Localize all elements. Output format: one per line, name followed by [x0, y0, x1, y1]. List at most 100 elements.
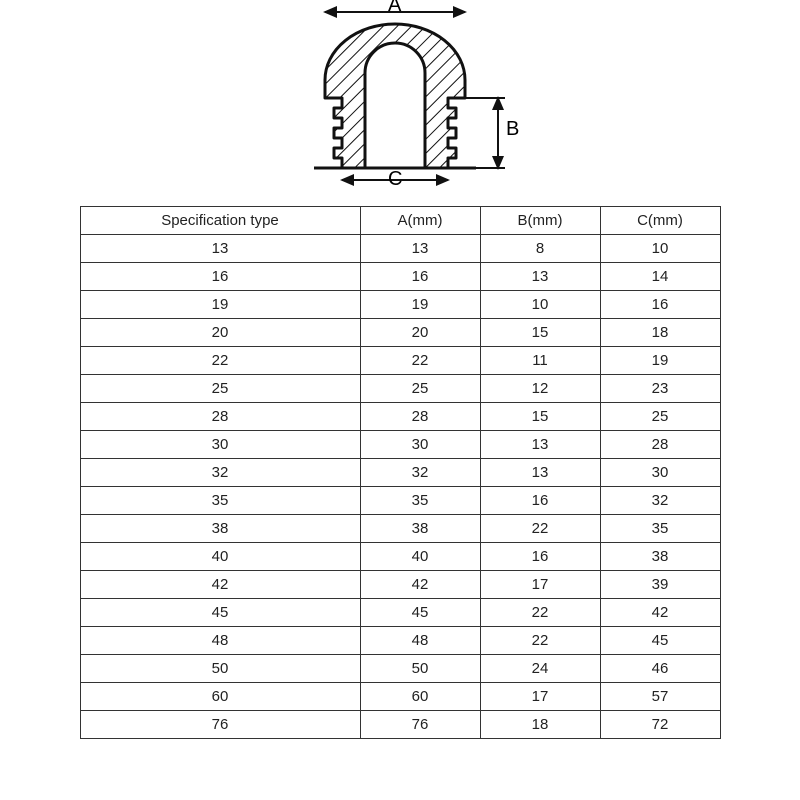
cell-spec: 38: [80, 515, 360, 543]
dim-label-c: C: [388, 168, 402, 191]
spec-table-wrap: Specification type A(mm) B(mm) C(mm) 131…: [80, 206, 721, 739]
cell-c: 45: [600, 627, 720, 655]
table-row: 28281525: [80, 403, 720, 431]
table-row: 35351632: [80, 487, 720, 515]
cell-b: 22: [480, 515, 600, 543]
cell-c: 30: [600, 459, 720, 487]
col-header-c: C(mm): [600, 207, 720, 235]
cell-spec: 30: [80, 431, 360, 459]
table-row: 60601757: [80, 683, 720, 711]
cell-b: 10: [480, 291, 600, 319]
dim-label-b: B: [506, 118, 519, 141]
cell-a: 22: [360, 347, 480, 375]
cell-c: 10: [600, 235, 720, 263]
table-row: 38382235: [80, 515, 720, 543]
cell-spec: 35: [80, 487, 360, 515]
cell-a: 32: [360, 459, 480, 487]
cell-b: 16: [480, 543, 600, 571]
cell-c: 28: [600, 431, 720, 459]
cell-spec: 19: [80, 291, 360, 319]
cell-spec: 50: [80, 655, 360, 683]
cell-b: 15: [480, 403, 600, 431]
cell-spec: 16: [80, 263, 360, 291]
cell-spec: 25: [80, 375, 360, 403]
cell-b: 17: [480, 683, 600, 711]
table-row: 20201518: [80, 319, 720, 347]
cell-b: 11: [480, 347, 600, 375]
cell-a: 76: [360, 711, 480, 739]
table-row: 50502446: [80, 655, 720, 683]
table-row: 19191016: [80, 291, 720, 319]
table-row: 32321330: [80, 459, 720, 487]
table-row: 1313810: [80, 235, 720, 263]
cell-b: 13: [480, 431, 600, 459]
col-header-spec: Specification type: [80, 207, 360, 235]
cell-a: 60: [360, 683, 480, 711]
cell-c: 42: [600, 599, 720, 627]
cell-b: 8: [480, 235, 600, 263]
cell-c: 39: [600, 571, 720, 599]
cell-b: 22: [480, 627, 600, 655]
cell-a: 42: [360, 571, 480, 599]
cell-c: 46: [600, 655, 720, 683]
cell-c: 72: [600, 711, 720, 739]
cell-b: 15: [480, 319, 600, 347]
cell-spec: 60: [80, 683, 360, 711]
cell-a: 16: [360, 263, 480, 291]
cell-b: 13: [480, 263, 600, 291]
cell-a: 40: [360, 543, 480, 571]
cell-a: 50: [360, 655, 480, 683]
cell-a: 35: [360, 487, 480, 515]
table-row: 22221119: [80, 347, 720, 375]
cell-c: 25: [600, 403, 720, 431]
cell-a: 25: [360, 375, 480, 403]
table-header-row: Specification type A(mm) B(mm) C(mm): [80, 207, 720, 235]
cell-b: 22: [480, 599, 600, 627]
cell-b: 24: [480, 655, 600, 683]
cell-c: 38: [600, 543, 720, 571]
cell-c: 14: [600, 263, 720, 291]
cell-b: 17: [480, 571, 600, 599]
cell-b: 12: [480, 375, 600, 403]
cell-a: 45: [360, 599, 480, 627]
cell-b: 13: [480, 459, 600, 487]
cell-a: 20: [360, 319, 480, 347]
table-row: 16161314: [80, 263, 720, 291]
cell-a: 28: [360, 403, 480, 431]
cell-spec: 13: [80, 235, 360, 263]
cell-a: 30: [360, 431, 480, 459]
table-row: 76761872: [80, 711, 720, 739]
cell-a: 13: [360, 235, 480, 263]
cell-c: 18: [600, 319, 720, 347]
table-row: 40401638: [80, 543, 720, 571]
cell-spec: 76: [80, 711, 360, 739]
cell-spec: 20: [80, 319, 360, 347]
page: A B C Specification type A(mm) B(mm) C(m…: [0, 0, 800, 800]
cell-a: 19: [360, 291, 480, 319]
cell-c: 32: [600, 487, 720, 515]
cell-c: 57: [600, 683, 720, 711]
spec-table: Specification type A(mm) B(mm) C(mm) 131…: [80, 206, 721, 739]
cell-b: 16: [480, 487, 600, 515]
cell-c: 16: [600, 291, 720, 319]
cell-a: 38: [360, 515, 480, 543]
dimension-diagram: A B C: [260, 0, 540, 190]
table-row: 30301328: [80, 431, 720, 459]
dim-label-a: A: [388, 0, 401, 17]
cell-c: 23: [600, 375, 720, 403]
col-header-a: A(mm): [360, 207, 480, 235]
cell-spec: 28: [80, 403, 360, 431]
cell-spec: 22: [80, 347, 360, 375]
cell-spec: 40: [80, 543, 360, 571]
cell-spec: 45: [80, 599, 360, 627]
col-header-b: B(mm): [480, 207, 600, 235]
cell-b: 18: [480, 711, 600, 739]
cell-spec: 48: [80, 627, 360, 655]
cell-spec: 42: [80, 571, 360, 599]
cell-spec: 32: [80, 459, 360, 487]
cell-a: 48: [360, 627, 480, 655]
table-row: 42421739: [80, 571, 720, 599]
cell-c: 35: [600, 515, 720, 543]
table-row: 25251223: [80, 375, 720, 403]
table-row: 48482245: [80, 627, 720, 655]
